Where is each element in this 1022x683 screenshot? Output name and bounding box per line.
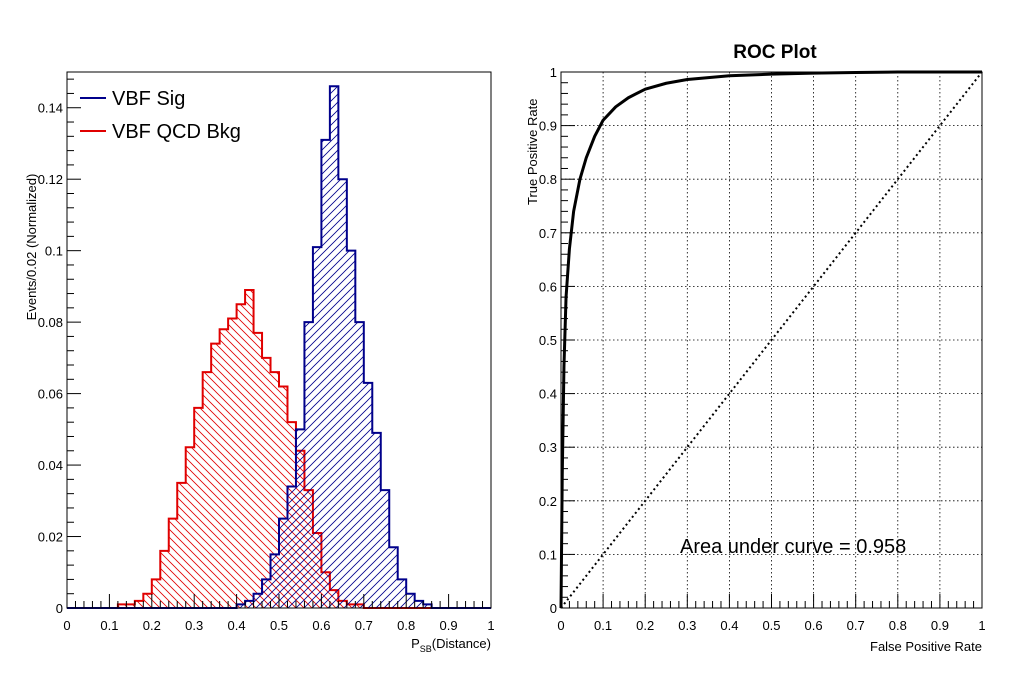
roc-y-axis: 0 0.1 0.2 0.3 0.4 0.5 0.6 0.7 0.8 0.9 1 [539,65,575,616]
roc-y-tick-label: 0.3 [539,440,557,455]
histogram-y-axis: 0 0.02 0.04 0.06 0.08 0.1 0.12 0.14 [38,78,81,616]
histogram-y-tick-label: 0 [56,601,63,616]
histogram-x-tick-label: 1 [487,618,494,633]
histogram-y-tick-label: 0.1 [45,244,63,259]
roc-y-tick-label: 1 [550,65,557,80]
histogram-series-line-0 [67,85,491,609]
roc-x-tick-label: 0.1 [594,618,612,633]
histogram-y-axis-title: Events/0.02 (Normalized) [24,174,39,321]
histogram-x-axis: 0 0.1 0.2 0.3 0.4 0.5 0.6 0.7 0.8 0.9 1 [63,594,495,633]
histogram-x-tick-label: 0.7 [355,618,373,633]
roc-grid [561,72,982,608]
histogram-series-layer [67,85,491,609]
roc-y-tick-label: 0.5 [539,333,557,348]
histogram-y-tick-label: 0.02 [38,530,63,545]
roc-y-tick-label: 0.4 [539,387,557,402]
histogram-x-tick-label: 0.8 [397,618,415,633]
roc-y-tick-label: 0.6 [539,279,557,294]
histogram-x-tick-label: 0.3 [185,618,203,633]
roc-y-tick-label: 0.7 [539,226,557,241]
histogram-y-tick-label: 0.08 [38,315,63,330]
roc-title: ROC Plot [733,42,817,63]
histogram-y-tick-label: 0.04 [38,458,63,473]
histogram-hatch-fill-1 [67,289,491,608]
roc-x-tick-label: 1 [978,618,985,633]
roc-x-axis-title: False Positive Rate [870,639,982,654]
roc-x-tick-label: 0.2 [636,618,654,633]
roc-y-tick-label: 0 [550,601,557,616]
roc-x-tick-label: 0 [557,618,564,633]
roc-y-tick-label: 0.1 [539,547,557,562]
histogram-y-tick-label: 0.06 [38,387,63,402]
roc-curve [559,70,982,609]
roc-x-tick-label: 0.4 [720,618,738,633]
legend-background-label: VBF QCD Bkg [112,121,241,143]
histogram-x-tick-label: 0.1 [100,618,118,633]
roc-x-axis: 0 0.1 0.2 0.3 0.4 0.5 0.6 0.7 0.8 0.9 1 [557,594,986,633]
histogram-x-tick-label: 0.6 [312,618,330,633]
roc-random-diagonal [560,71,983,609]
roc-x-tick-label: 0.8 [889,618,907,633]
roc-series-layer [559,70,983,609]
roc-x-tick-label: 0.9 [931,618,949,633]
roc-y-axis-title: True Positive Rate [525,99,540,205]
roc-panel: 0 0.1 0.2 0.3 0.4 0.5 0.6 0.7 0.8 0.9 1 0 0.1 0.2 0.3… [525,42,986,654]
histogram-x-axis-title-rest: (Distance) [432,636,491,651]
histogram-y-tick-label: 0.12 [38,172,63,187]
roc-y-tick-label: 0.2 [539,494,557,509]
histogram-x-axis-title-main: P [411,636,420,651]
roc-x-tick-label: 0.5 [762,618,780,633]
histogram-x-tick-label: 0.4 [228,618,246,633]
roc-x-tick-label: 0.3 [678,618,696,633]
histogram-x-tick-label: 0 [63,618,70,633]
roc-x-tick-label: 0.7 [847,618,865,633]
histogram-x-tick-label: 0.2 [143,618,161,633]
histogram-x-tick-label: 0.9 [440,618,458,633]
legend-signal-label: VBF Sig [112,88,185,110]
roc-x-tick-label: 0.6 [805,618,823,633]
histogram-x-axis-title-subscript: SB [420,644,432,654]
roc-auc-annotation: Area under curve = 0.958 [680,536,906,558]
roc-y-tick-label: 0.8 [539,172,557,187]
roc-y-tick-label: 0.9 [539,119,557,134]
histogram-panel: 0 0.1 0.2 0.3 0.4 0.5 0.6 0.7 0.8 0.9 1 00.020.040… [24,71,495,654]
histogram-y-tick-label: 0.14 [38,101,63,116]
histogram-x-tick-label: 0.5 [270,618,288,633]
legend: VBF Sig VBF QCD Bkg [80,88,241,143]
histogram-x-axis-title: PSB(Distance) [411,636,491,654]
